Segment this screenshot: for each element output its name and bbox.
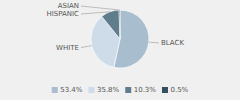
legend-label: 0.5% (170, 86, 188, 94)
legend: 53.4% 35.8% 10.3% 0.5% (52, 86, 189, 94)
legend-swatch (52, 87, 58, 93)
chart: BLACK WHITE HISPANICASIAN 53.4% 35.8% 10.3% 0.… (0, 0, 240, 100)
category-label: BLACK (161, 39, 184, 47)
legend-swatch (88, 87, 94, 93)
background (0, 0, 240, 100)
legend-label: 35.8% (97, 86, 120, 94)
legend-swatch (125, 87, 131, 93)
pie (91, 10, 149, 68)
leader-line (149, 42, 159, 44)
legend-label: 10.3% (134, 86, 157, 94)
labels: BLACK WHITE HISPANICASIAN (46, 2, 184, 52)
legend-label: 53.4% (60, 86, 83, 94)
pie-slice (119, 10, 121, 39)
category-label: WHITE (56, 44, 79, 52)
legend-swatch (162, 87, 168, 93)
leader-line (81, 12, 110, 14)
leader-line (81, 46, 92, 48)
category-label: ASIAN (58, 2, 79, 10)
pie-slice (102, 10, 120, 39)
category-label: HISPANIC (46, 10, 79, 18)
leader-line (81, 6, 120, 10)
